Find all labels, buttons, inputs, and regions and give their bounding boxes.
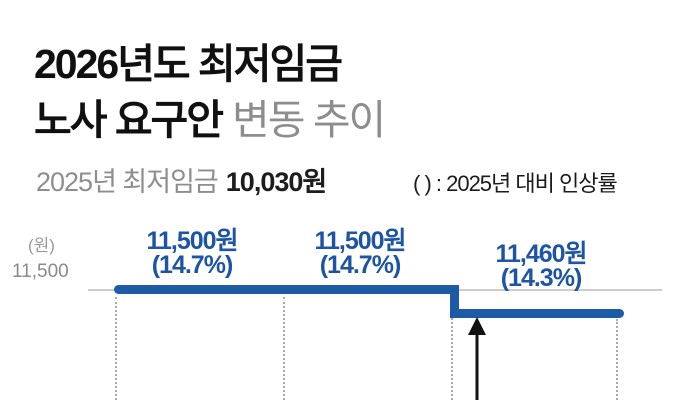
subtitle-value: 10,030원 xyxy=(225,167,327,197)
dotted-marker-line-1 xyxy=(115,297,117,400)
point-3-value-label: 11,460원 xyxy=(495,240,587,268)
page-title-line2: 노사 요구안 변동 추이 xyxy=(34,86,386,146)
point-3-pct-label: (14.3%) xyxy=(500,264,583,292)
point-2-pct-label: (14.7%) xyxy=(319,251,402,279)
point-1-value-label: 11,500원 xyxy=(146,227,238,255)
page-title-line2-bold: 노사 요구안 xyxy=(34,97,224,143)
subtitle: 2025년 최저임금 10,030원 xyxy=(36,160,327,199)
wage-step-line-step-down xyxy=(450,285,459,318)
dotted-marker-line-3 xyxy=(451,297,453,400)
point-1-pct-label: (14.7%) xyxy=(151,251,234,279)
annotation-arrow-icon xyxy=(468,317,486,400)
legend-note: ( ) : 2025년 대비 인상률 xyxy=(413,171,618,196)
point-2-value-label: 11,500원 xyxy=(314,227,406,255)
wage-step-line-lower-segment xyxy=(450,309,624,318)
dotted-marker-line-2 xyxy=(283,297,285,400)
dotted-marker-line-4 xyxy=(616,319,618,400)
page-title-line2-light: 변동 추이 xyxy=(232,97,386,143)
y-axis-tick-11500: 11,500 xyxy=(12,261,69,282)
page-title-line1: 2026년도 최저임금 xyxy=(34,41,343,87)
wage-step-line-upper-segment xyxy=(114,285,459,294)
subtitle-label: 2025년 최저임금 xyxy=(36,167,219,197)
y-axis-unit-label: (원) xyxy=(28,236,55,255)
